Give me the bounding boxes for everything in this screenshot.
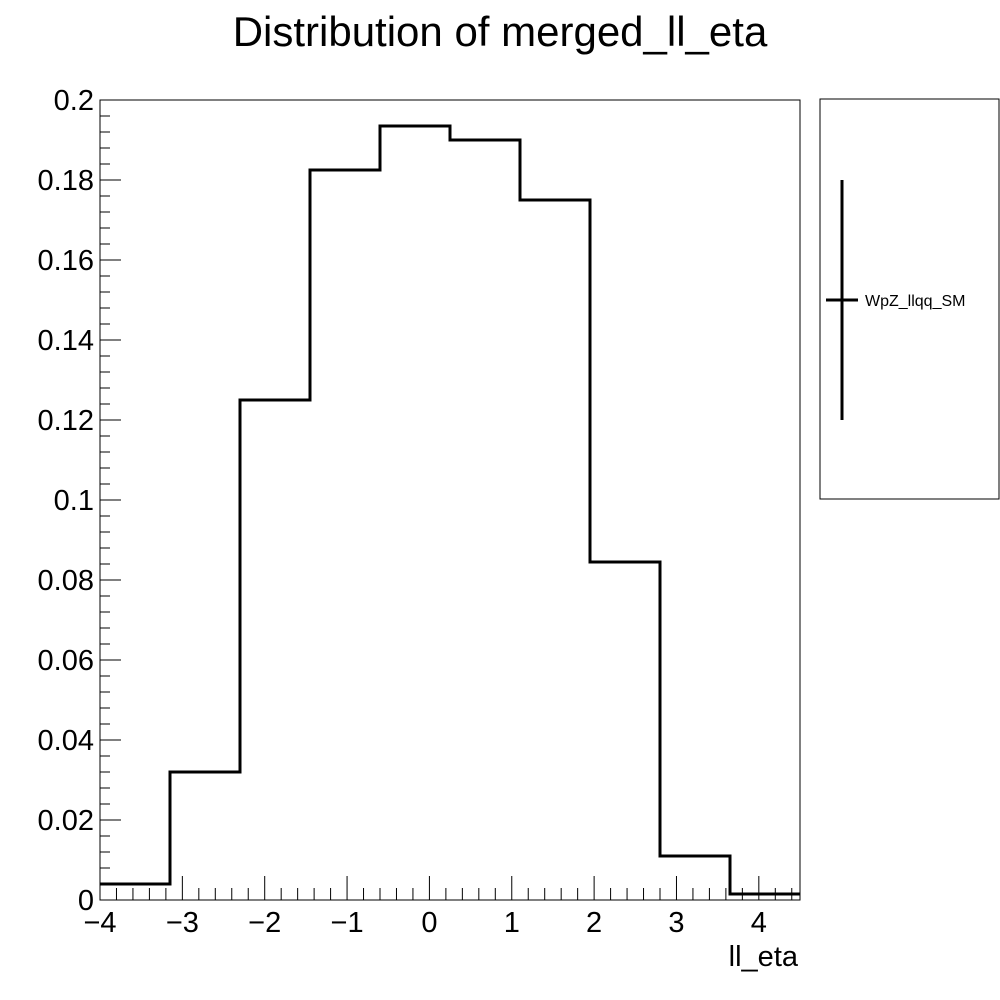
y-tick-label: 0.1	[54, 485, 94, 517]
y-tick-label: 0.2	[54, 85, 94, 117]
y-tick-label: 0.08	[38, 565, 94, 597]
x-tick-label: −3	[166, 907, 199, 939]
y-tick-label: 0.18	[38, 165, 94, 197]
legend-entry-label: WpZ_llqq_SM	[865, 293, 965, 310]
histogram-bin	[310, 170, 380, 900]
histogram-bin	[590, 562, 660, 900]
x-tick-label: 1	[504, 907, 520, 939]
histogram-bin	[170, 772, 240, 900]
x-axis: −4 −3 −2 −1 0 1 2 3 4	[83, 876, 793, 939]
y-tick-label: 0.16	[38, 245, 94, 277]
y-tick-label: 0.14	[38, 325, 94, 357]
y-tick-label: 0.12	[38, 405, 94, 437]
y-axis: 0 0.02 0.04 0.06 0.08 0.1 0.12 0.14 0.16 0.18 0.2	[38, 85, 121, 917]
x-tick-label: −4	[83, 907, 116, 939]
x-tick-label: −2	[248, 907, 281, 939]
y-tick-label: 0	[78, 885, 94, 917]
histogram-bin	[240, 400, 310, 900]
histogram-bin	[380, 126, 450, 900]
chart-title: Distribution of merged_ll_eta	[233, 8, 768, 55]
plot-frame	[99, 99, 801, 901]
x-tick-label: −1	[331, 907, 364, 939]
histogram-bin	[660, 856, 730, 900]
histogram-series	[100, 124, 800, 900]
x-axis-label: ll_eta	[729, 941, 799, 973]
x-tick-label: 2	[586, 907, 602, 939]
x-tick-label: 4	[751, 907, 767, 939]
y-tick-label: 0.02	[38, 805, 94, 837]
y-tick-label: 0.04	[38, 725, 94, 757]
histogram-bin	[450, 140, 520, 900]
histogram-bin	[100, 884, 170, 900]
histogram-bin	[520, 200, 590, 900]
y-tick-label: 0.06	[38, 645, 94, 677]
histogram-step-line	[100, 124, 800, 896]
plot-area	[99, 99, 801, 901]
legend: WpZ_llqq_SM	[819, 98, 1000, 500]
x-tick-label: 0	[421, 907, 437, 939]
x-tick-label: 3	[668, 907, 684, 939]
